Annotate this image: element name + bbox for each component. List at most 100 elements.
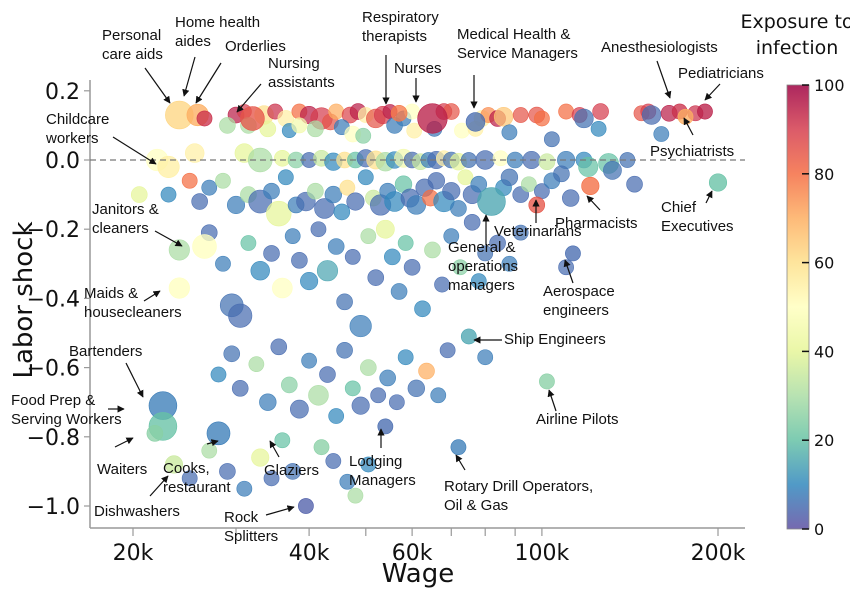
annotation-label: Bartenders: [69, 343, 142, 360]
data-point: [215, 172, 231, 189]
annotation-label-line: restaurant: [163, 479, 231, 496]
data-point: [301, 352, 317, 369]
annotation-label: Janitors & cleaners: [92, 201, 159, 237]
annotation-pediatricians: Pediatricians: [678, 65, 764, 101]
data-point: [578, 156, 599, 177]
data-point: [439, 342, 456, 359]
data-point: [219, 463, 236, 480]
data-point: [357, 169, 374, 186]
annotation-label-line: Airline Pilots: [536, 411, 619, 428]
data-point: [291, 117, 308, 134]
y-axis-title: Labor shock: [9, 221, 39, 378]
annotation-label-line: Psychiatrists: [650, 143, 734, 160]
data-point-janitors-cleaners: [192, 234, 217, 259]
annotation-label: Anesthesiologists: [601, 39, 718, 56]
annotation-psychiatrists: Psychiatrists: [650, 117, 734, 160]
data-point: [240, 235, 257, 251]
colorbar-tick-label: 60: [814, 254, 834, 273]
data-point-cooks-restaurant: [206, 421, 231, 446]
data-point-lodging-managers: [377, 418, 394, 435]
x-tick-label: 20k: [113, 541, 154, 566]
y-tick-label: 0.2: [45, 80, 80, 105]
data-point: [501, 124, 518, 141]
annotation-lodging-managers: Lodging Managers: [349, 428, 416, 489]
annotation-label: Cooks, restaurant: [163, 460, 231, 496]
data-point: [403, 258, 421, 276]
annotation-arrow: [112, 136, 157, 165]
data-point: [274, 432, 291, 449]
axes-layer: [89, 80, 745, 529]
annotation-label-line: Respiratory: [362, 9, 439, 26]
annotation-label-line: Cooks,: [163, 460, 210, 477]
y-tick-label: −0.8: [27, 426, 80, 451]
y-tick-label: −1.0: [27, 495, 80, 520]
x-tick-label: 200k: [691, 541, 746, 566]
data-point: [443, 228, 460, 245]
annotation-label: Orderlies: [225, 38, 286, 55]
annotation-label: Ship Engineers: [504, 331, 606, 348]
annotation-label-line: Ship Engineers: [504, 331, 606, 348]
data-point: [534, 110, 550, 127]
data-point: [263, 245, 280, 262]
data-point-aerospace-engineers: [565, 245, 581, 262]
annotation-label-line: Service Managers: [457, 45, 578, 62]
data-point: [351, 396, 370, 415]
annotation-label-line: Childcare: [46, 111, 109, 128]
data-point: [384, 248, 401, 266]
annotation-arrow: [269, 440, 280, 458]
data-point: [266, 200, 292, 227]
annotation-personal-care-aids: Personal care aids: [102, 27, 171, 104]
points-layer: [130, 100, 728, 514]
annotation-home-health-aides: Home health aides: [175, 14, 260, 97]
x-axis-title: Wage: [382, 559, 454, 589]
annotation-label-line: Managers: [349, 472, 416, 489]
data-point: [215, 255, 231, 272]
annotation-label: Medical Health & Service Managers: [457, 26, 578, 62]
annotation-label-line: Home health: [175, 14, 260, 31]
annotation-label: Rotary Drill Operators, Oil & Gas: [444, 478, 593, 514]
annotation-label-line: Executives: [661, 218, 734, 235]
data-point: [223, 345, 241, 363]
annotation-label-line: housecleaners: [84, 304, 182, 321]
data-point: [181, 470, 198, 487]
data-point: [407, 379, 426, 398]
annotation-label: Personal care aids: [102, 27, 163, 63]
annotation-label: Airline Pilots: [536, 411, 619, 428]
annotation-arrow: [149, 475, 169, 497]
data-point-glaziers: [313, 439, 330, 456]
data-point: [346, 192, 365, 211]
data-point: [360, 228, 377, 245]
data-point: [236, 480, 253, 497]
data-point: [512, 107, 529, 123]
data-point: [470, 273, 487, 289]
data-point: [538, 153, 556, 171]
data-point: [248, 356, 265, 373]
data-point: [185, 143, 205, 163]
data-point: [512, 224, 529, 241]
annotation-arrow: [114, 437, 134, 448]
annotation-label-line: Oil & Gas: [444, 497, 508, 514]
data-point: [501, 255, 518, 272]
data-point: [191, 193, 208, 210]
annotation-arrow: [683, 117, 694, 136]
data-point: [397, 349, 414, 366]
colorbar: Exposure to infection 0 20 40 60 80 100: [740, 11, 850, 539]
colorbar-tick-label: 80: [814, 165, 834, 184]
annotation-arrow: [547, 389, 557, 412]
data-point: [355, 127, 372, 144]
data-point: [424, 241, 441, 259]
data-point: [492, 150, 509, 167]
annotation-label-line: Personal: [102, 27, 161, 44]
data-point: [160, 186, 177, 203]
data-point-respiratory-therapists: [390, 104, 408, 122]
annotation-label-line: Pharmacists: [555, 215, 638, 232]
data-point: [310, 221, 327, 238]
annotation-label: Lodging Managers: [349, 453, 416, 489]
data-point: [463, 213, 481, 231]
data-point: [231, 380, 249, 397]
data-point: [272, 277, 293, 299]
data-point: [259, 393, 277, 411]
data-point: [390, 283, 408, 300]
annotation-childcare-workers: Childcare workers: [45, 111, 157, 165]
y-tick-label: −0.6: [27, 357, 80, 382]
